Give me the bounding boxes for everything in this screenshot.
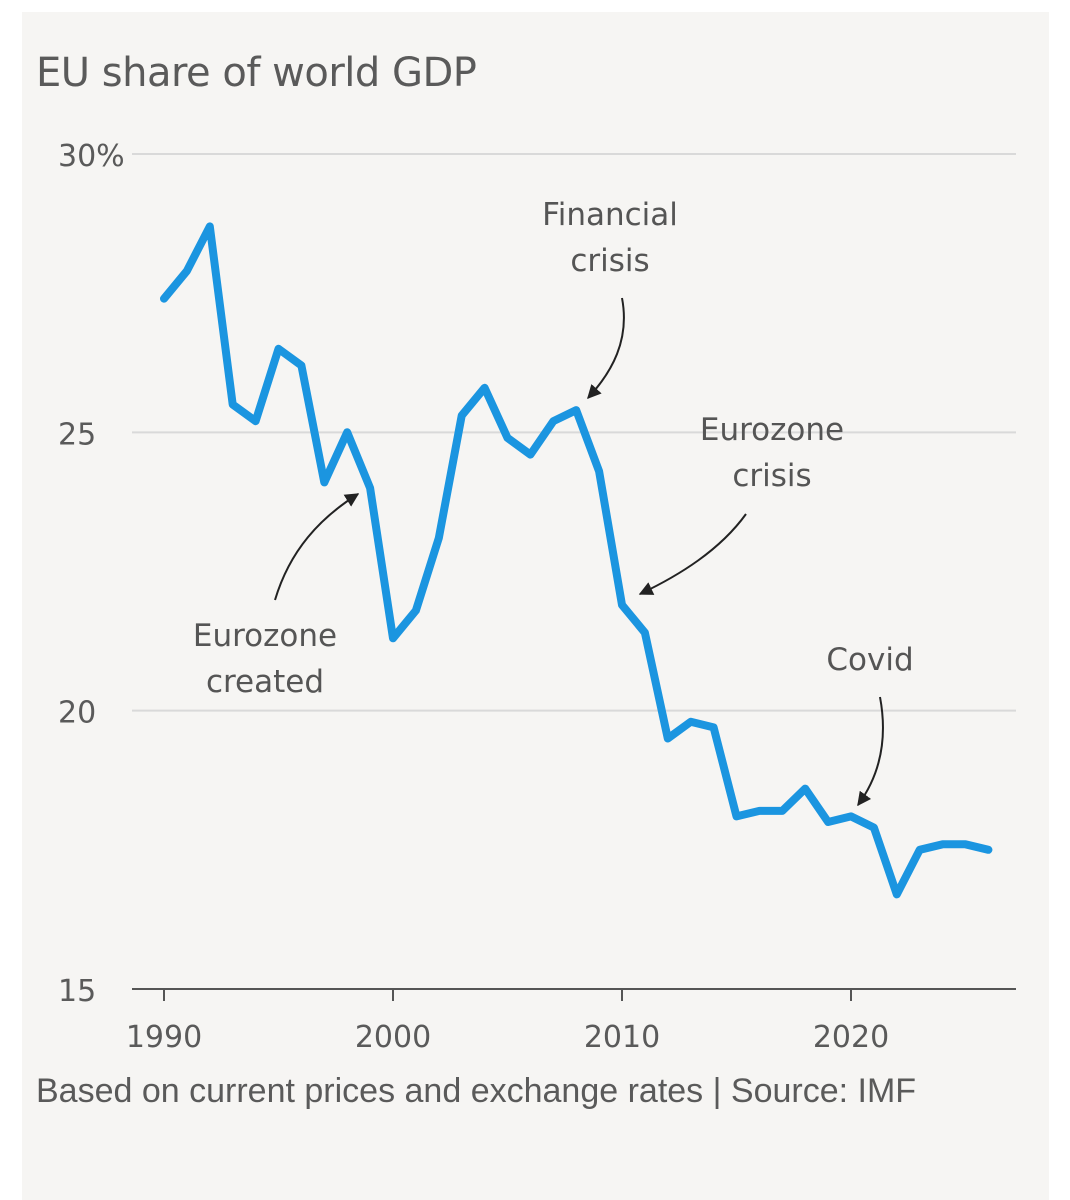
annotation-arrow xyxy=(587,297,625,400)
x-tick-label: 2020 xyxy=(813,1020,889,1055)
x-tick-label: 1990 xyxy=(126,1020,202,1055)
annotation-arrow xyxy=(274,493,360,601)
y-tick-label: 25 xyxy=(58,417,96,452)
annotation-label: created xyxy=(206,664,324,700)
annotation-label: crisis xyxy=(732,458,811,494)
footer-note: Based on current prices and exchange rat… xyxy=(36,1072,917,1110)
annotation-label: crisis xyxy=(570,243,649,279)
x-tick-label: 2000 xyxy=(355,1020,431,1055)
annotation-label: Eurozone xyxy=(700,412,844,448)
annotation-arrow xyxy=(638,513,747,595)
y-tick-label: 20 xyxy=(58,696,96,731)
x-tick-label: 2010 xyxy=(584,1020,660,1055)
chart-card xyxy=(22,12,1049,1200)
series-line xyxy=(160,222,993,899)
y-tick-label: 30% xyxy=(58,139,125,174)
y-tick-label: 15 xyxy=(58,974,96,1009)
annotation-label: Covid xyxy=(826,642,913,678)
chart-title: EU share of world GDP xyxy=(36,50,477,96)
annotation-label: Eurozone xyxy=(193,618,337,654)
annotation-label: Financial xyxy=(542,197,678,233)
annotation-arrow xyxy=(857,696,885,807)
